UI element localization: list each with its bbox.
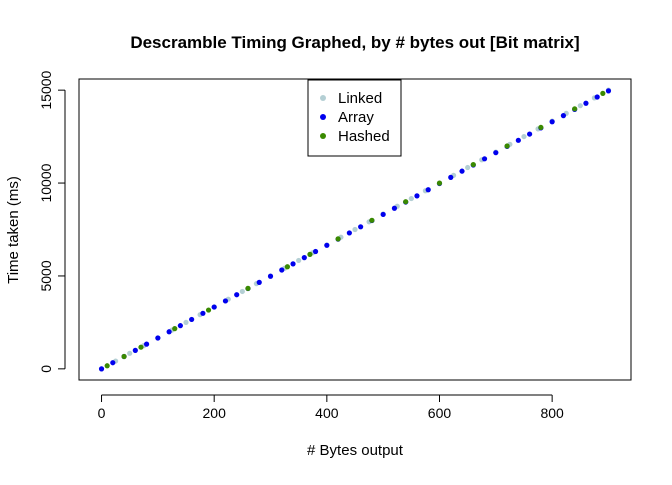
data-point-array: [549, 119, 555, 125]
data-point-array: [493, 150, 499, 156]
data-point-hashed: [436, 180, 443, 186]
y-tick-label: 0: [38, 365, 54, 373]
data-point-array: [200, 310, 206, 316]
data-point-hashed: [121, 353, 127, 360]
data-point-array: [189, 316, 195, 323]
data-point-array: [414, 193, 420, 199]
y-tick-label: 15000: [38, 70, 54, 109]
data-point-hashed: [307, 251, 313, 257]
data-point-array: [166, 329, 172, 335]
data-point-array: [324, 242, 330, 248]
data-point-hashed: [205, 307, 212, 313]
data-point-array: [290, 261, 296, 267]
legend-label-linked: Linked: [338, 90, 382, 107]
data-point-array: [583, 100, 589, 106]
x-tick-label: 400: [315, 405, 339, 421]
x-axis-label: # Bytes output: [307, 442, 404, 459]
chart-title: Descramble Timing Graphed, by # bytes ou…: [130, 33, 579, 52]
y-axis: 0 5000 10000 15000: [38, 70, 66, 373]
data-point-hashed: [369, 217, 375, 223]
data-point-linked: [465, 164, 471, 171]
data-point-hashed: [335, 236, 341, 242]
data-point-hashed: [504, 143, 510, 149]
data-point-array: [267, 273, 274, 279]
data-point-linked: [577, 103, 583, 109]
data-points: [98, 87, 612, 372]
data-point-linked: [296, 257, 302, 264]
x-tick-label: 0: [98, 405, 106, 421]
data-point-array: [459, 168, 465, 174]
data-point-array: [425, 187, 431, 193]
data-point-linked: [127, 350, 133, 356]
legend-marker-array: [320, 114, 326, 120]
data-point-array: [222, 298, 229, 304]
data-point-linked: [183, 319, 189, 326]
data-point-array: [515, 137, 521, 143]
data-point-array: [177, 323, 183, 329]
data-point-array: [132, 347, 138, 353]
data-point-array: [605, 88, 612, 94]
data-point-array: [358, 224, 364, 230]
data-point-array: [279, 267, 285, 273]
data-point-hashed: [172, 326, 178, 332]
y-tick-label: 5000: [38, 260, 54, 291]
data-point-hashed: [572, 106, 578, 112]
legend-marker-hashed: [320, 133, 326, 139]
x-tick-label: 200: [203, 405, 227, 421]
legend-marker-linked: [320, 95, 326, 101]
data-point-hashed: [538, 124, 544, 131]
data-point-array: [391, 205, 398, 211]
data-point-array: [594, 94, 600, 100]
data-point-hashed: [104, 363, 110, 369]
data-point-linked: [352, 226, 358, 233]
data-point-array: [98, 366, 105, 372]
data-point-array: [301, 255, 307, 261]
legend: Linked Array Hashed: [307, 79, 402, 157]
data-point-array: [448, 174, 454, 180]
data-point-hashed: [138, 344, 144, 350]
y-axis-label: Time taken (ms): [5, 176, 22, 284]
x-axis: 0 200 400 600 800: [98, 394, 564, 421]
data-point-array: [346, 230, 352, 236]
data-point-linked: [239, 288, 245, 295]
x-tick-label: 800: [540, 405, 564, 421]
data-point-array: [380, 211, 386, 218]
data-point-array: [256, 279, 262, 285]
data-point-hashed: [245, 285, 251, 291]
data-point-linked: [521, 133, 527, 140]
data-point-hashed: [403, 199, 409, 205]
plot-frame: [78, 78, 632, 381]
data-point-array: [155, 335, 161, 341]
data-point-array: [560, 113, 567, 119]
data-point-linked: [408, 195, 414, 202]
data-point-hashed: [284, 264, 291, 270]
legend-label-array: Array: [338, 109, 374, 126]
x-tick-label: 600: [428, 405, 452, 421]
legend-label-hashed: Hashed: [338, 128, 390, 145]
data-point-array: [110, 360, 116, 366]
data-point-array: [234, 292, 240, 298]
data-point-array: [312, 248, 319, 255]
data-point-array: [211, 304, 217, 310]
y-tick-label: 10000: [38, 163, 54, 202]
data-point-hashed: [470, 161, 476, 168]
data-point-hashed: [600, 90, 606, 96]
data-point-array: [143, 341, 150, 347]
data-point-array: [527, 131, 533, 137]
data-point-array: [481, 156, 488, 162]
